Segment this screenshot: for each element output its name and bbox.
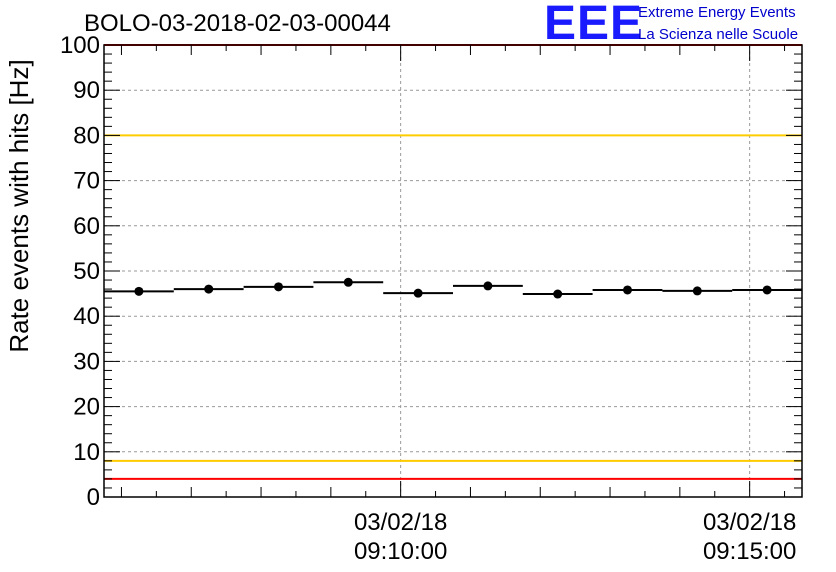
x-tick-label-date: 03/02/18	[703, 509, 796, 536]
eee-logo: EEE Extreme Energy Events La Scienza nel…	[544, 0, 834, 50]
x-tick-label-time: 09:15:00	[703, 538, 796, 565]
y-tick-label: 90	[73, 77, 100, 104]
y-tick-label: 10	[73, 439, 100, 466]
y-tick-label: 40	[73, 303, 100, 330]
threshold-layer	[104, 44, 802, 480]
chart-title: BOLO-03-2018-02-03-00044	[84, 10, 391, 37]
logo-line-2: La Scienza nelle Scuole	[638, 26, 799, 43]
y-tick-label: 60	[73, 213, 100, 240]
data-point	[204, 284, 214, 294]
grid-layer	[104, 45, 802, 497]
y-tick-label: 0	[87, 484, 100, 511]
data-point	[134, 286, 144, 296]
x-tick-label-date: 03/02/18	[354, 509, 447, 536]
data-point	[623, 285, 632, 295]
logo-line-1: Extreme Energy Events	[638, 4, 796, 21]
data-point	[553, 289, 563, 299]
data-point	[692, 286, 702, 296]
x-tick-label-time: 09:10:00	[354, 538, 447, 565]
y-axis-label: Rate events with hits [Hz]	[4, 59, 34, 352]
data-point	[762, 285, 772, 295]
data-point	[483, 281, 493, 291]
y-tick-label: 50	[73, 258, 100, 285]
y-tick-label: 30	[73, 348, 100, 375]
logo-mark: EEE	[544, 0, 644, 50]
y-tick-label: 20	[73, 394, 100, 421]
y-tick-label: 70	[73, 168, 100, 195]
y-tick-label: 80	[73, 122, 100, 149]
y-tick-label: 100	[60, 32, 100, 59]
data-point	[413, 288, 423, 298]
data-point	[343, 277, 353, 287]
data-layer	[104, 277, 802, 299]
data-point	[274, 282, 283, 292]
axis-layer: 010203040506070809010003/02/1809:10:0003…	[60, 32, 803, 565]
